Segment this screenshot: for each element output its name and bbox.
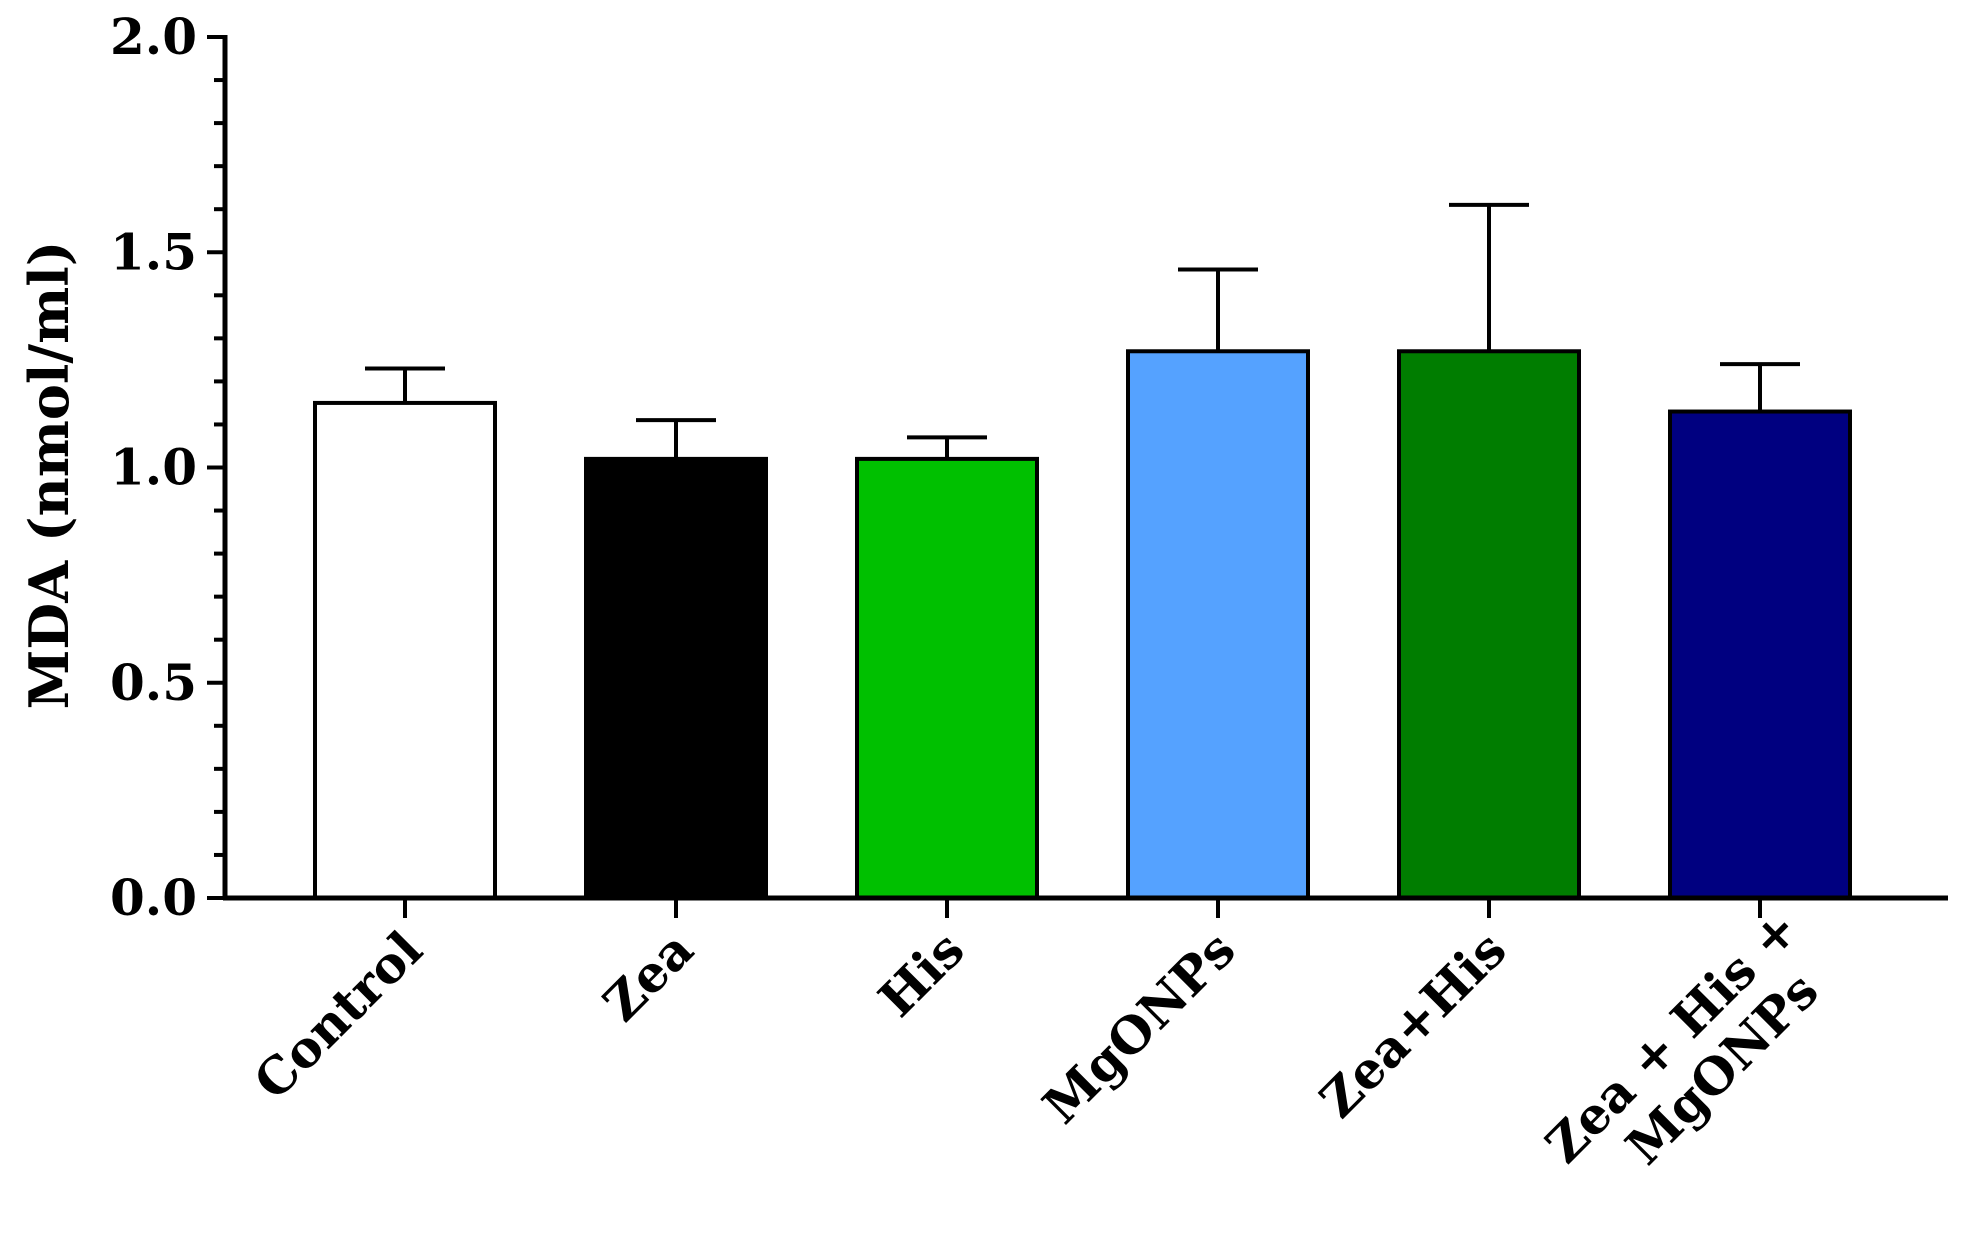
bar bbox=[1126, 349, 1310, 900]
x-tick-label-line: Zea bbox=[592, 920, 705, 1033]
axes-layer bbox=[207, 35, 1948, 918]
x-tick-label: MgONPs bbox=[1031, 920, 1246, 1135]
y-tick-label: 0.0 bbox=[110, 868, 197, 927]
x-tick-label: Zea+His bbox=[1308, 920, 1517, 1129]
x-tick-label-line: Zea+His bbox=[1308, 920, 1517, 1129]
bar bbox=[855, 456, 1039, 900]
error-bars-layer bbox=[365, 202, 1800, 459]
bar bbox=[584, 456, 768, 900]
y-tick-label: 0.5 bbox=[110, 653, 197, 712]
x-tick-label: His bbox=[867, 920, 975, 1028]
bar bbox=[1397, 349, 1581, 900]
y-axis-label: MDA (nmol/ml) bbox=[17, 241, 81, 710]
y-tick-label: 2.0 bbox=[110, 7, 197, 66]
x-tick-label: Zea bbox=[592, 920, 705, 1033]
x-tick-label-line: His bbox=[867, 920, 975, 1028]
bars-layer bbox=[313, 349, 1852, 900]
x-tick-label-line: Control bbox=[242, 920, 433, 1111]
x-tick-label-line: MgONPs bbox=[1031, 920, 1246, 1135]
x-tick-label: Control bbox=[242, 920, 433, 1111]
y-tick-label: 1.5 bbox=[110, 222, 197, 281]
bar bbox=[1668, 409, 1852, 900]
y-tick-label: 1.0 bbox=[110, 438, 197, 497]
x-tick-label: Zea + His +MgONPs bbox=[1534, 899, 1851, 1216]
bar bbox=[313, 400, 497, 900]
